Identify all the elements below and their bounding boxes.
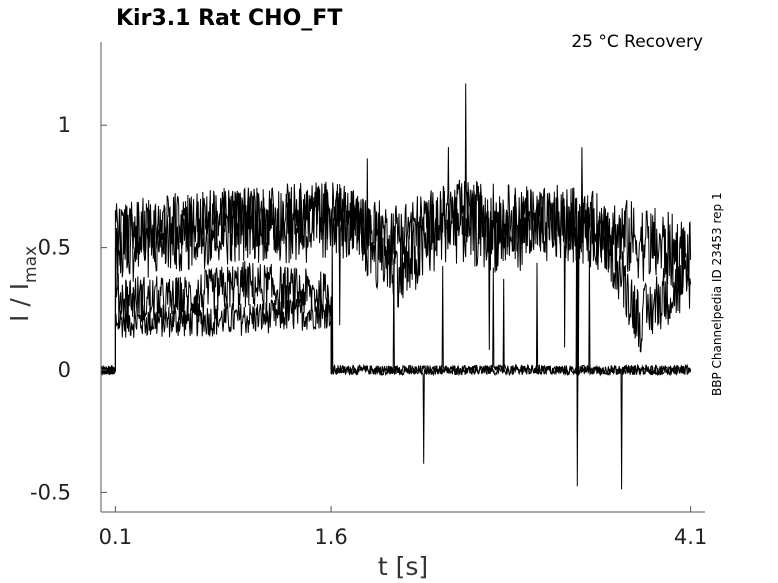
x-tick-label: 4.1 (674, 525, 707, 549)
chart-title: Kir3.1 Rat CHO_FT (116, 6, 342, 31)
y-axis-label: I / Imax (5, 246, 41, 322)
series-line-4 (100, 147, 692, 375)
y-tick-label: 1 (58, 113, 71, 137)
axes (100, 42, 705, 513)
y-tick-label: 0 (58, 358, 71, 382)
side-label: BBP Channelpedia ID 23453 rep 1 (710, 192, 724, 396)
y-axis-label-main: I / I (5, 283, 34, 322)
series-line-3 (100, 83, 692, 435)
series-line-2 (100, 230, 692, 490)
y-tick-label: -0.5 (30, 480, 71, 504)
x-tick-label: 0.1 (99, 525, 132, 549)
y-tick-label: 0.5 (38, 236, 71, 260)
x-tick-label: 1.6 (314, 525, 347, 549)
traces (100, 83, 692, 490)
y-ticks: -0.5 0 0.5 1 (30, 113, 107, 504)
condition-label: 25 °C Recovery (571, 32, 703, 52)
x-axis-label: t [s] (378, 552, 428, 581)
x-ticks: 0.1 1.6 4.1 (99, 506, 707, 549)
y-axis-label-sub: max (21, 246, 41, 283)
